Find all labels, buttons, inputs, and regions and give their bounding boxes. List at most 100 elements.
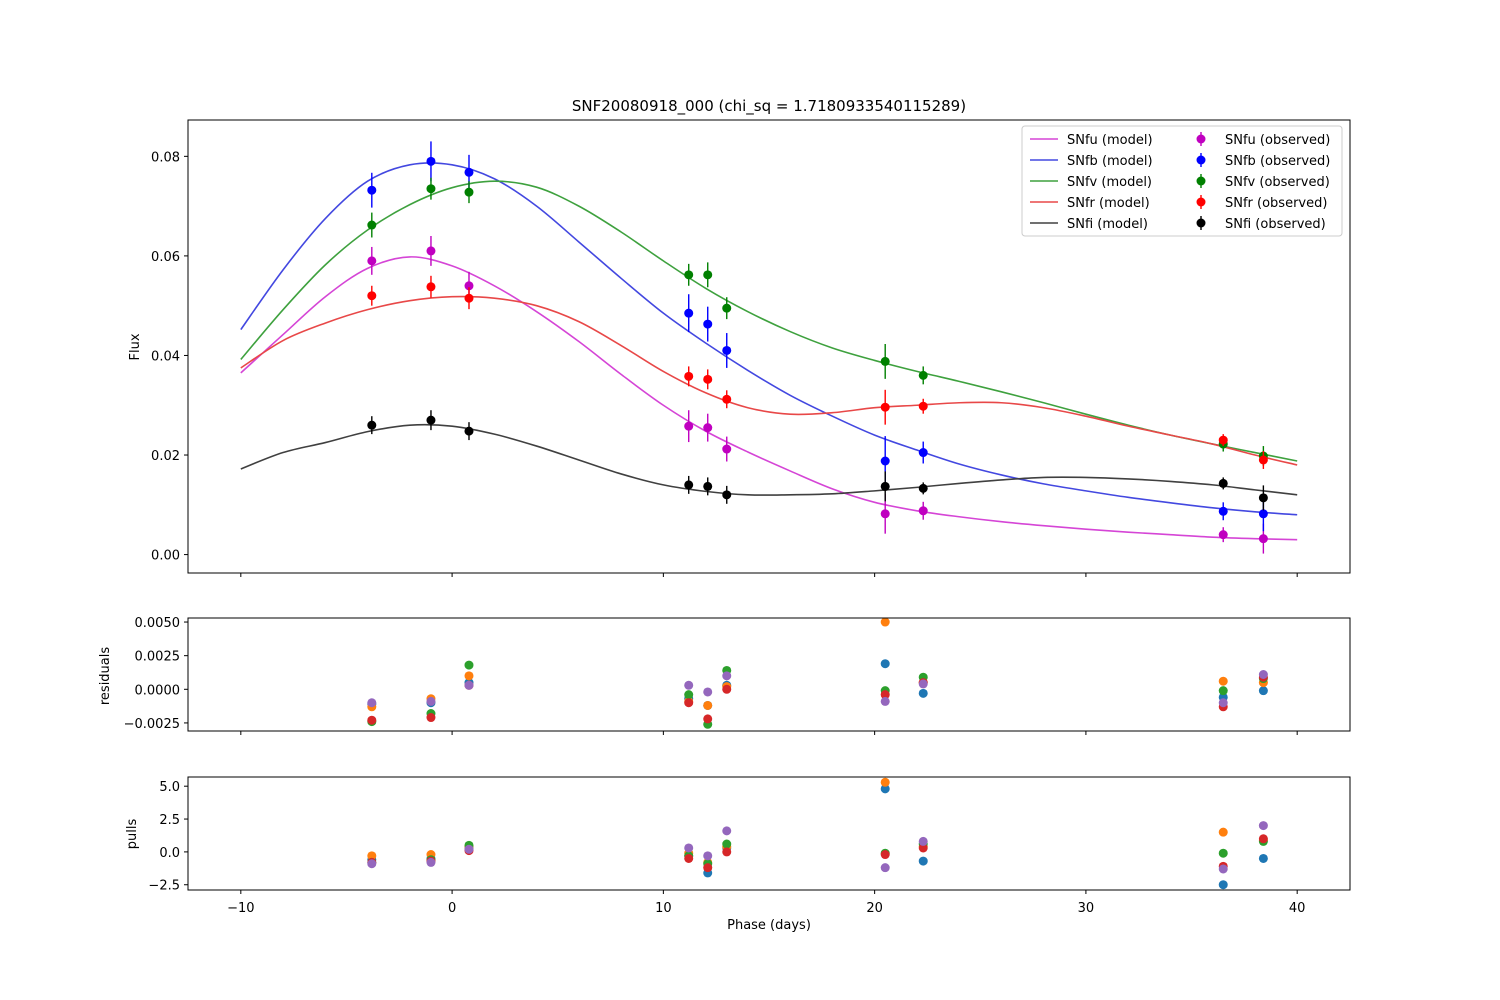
observed-point-snfu: [367, 256, 377, 266]
residuals-point-snfi: [722, 684, 732, 694]
residuals-point-snfu: [684, 680, 694, 690]
residuals-point-snfu: [918, 679, 928, 689]
residuals-ytick-label: 0.0025: [135, 650, 181, 665]
legend-model-label: SNfi (model): [1067, 217, 1148, 232]
residuals-point-snfi: [426, 713, 436, 723]
observed-point-snfu: [722, 444, 732, 454]
observed-point-snfr: [1218, 435, 1228, 445]
residuals-point-snfb: [1258, 686, 1268, 696]
model-curve-snfr: [240, 295, 1298, 466]
pulls-point-snfi: [722, 847, 732, 857]
model-curve-snfu: [240, 256, 1298, 541]
pulls-xtick-label: 30: [1078, 901, 1095, 916]
observed-point-snfu: [426, 246, 436, 256]
pulls-point-snfu: [918, 836, 928, 846]
residuals-point-snfb: [880, 659, 890, 669]
residuals-point-snfu: [426, 696, 436, 706]
pulls-point-snfi: [684, 853, 694, 863]
flux-ytick-label: 0.00: [151, 549, 180, 564]
observed-point-snfu: [918, 506, 928, 516]
residuals-point-snfv: [684, 690, 694, 700]
flux-ytick-label: 0.08: [151, 150, 180, 165]
model-curve-snfv: [240, 180, 1298, 462]
pulls-point-snfr: [1218, 827, 1228, 837]
observed-point-snfi: [722, 490, 732, 500]
observed-point-snfv: [703, 270, 713, 280]
residuals-point-snfi: [880, 690, 890, 700]
legend-box: [1021, 125, 1343, 237]
legend-model-label: SNfr (model): [1067, 196, 1150, 211]
observed-point-snfb: [426, 156, 436, 166]
legend-observed-marker: [1196, 197, 1206, 207]
observed-point-snfv: [464, 187, 474, 197]
pulls-point-snfu: [1258, 821, 1268, 831]
pulls-point-snfi: [1258, 834, 1268, 844]
pulls-xtick-label: 20: [866, 901, 883, 916]
observed-point-snfr: [464, 293, 474, 303]
observed-point-snfi: [426, 415, 436, 425]
legend-observed-marker: [1196, 218, 1206, 228]
pulls-point-snfr: [880, 777, 890, 787]
pulls-xtick-label: 40: [1289, 901, 1306, 916]
observed-point-snfi: [367, 420, 377, 430]
observed-point-snfi: [464, 426, 474, 436]
model-curve-snfb: [240, 162, 1298, 516]
residuals-point-snfb: [918, 688, 928, 698]
observed-point-snfi: [1258, 493, 1268, 503]
pull-points: [367, 777, 1268, 890]
residuals-point-snfu: [367, 698, 377, 708]
observed-point-snfi: [703, 481, 713, 491]
pulls-point-snfu: [464, 844, 474, 854]
pulls-point-snfi: [880, 850, 890, 860]
pulls-point-snfu: [880, 863, 890, 873]
legend-observed-label: SNfv (observed): [1225, 175, 1330, 190]
flux-ytick-label: 0.06: [151, 250, 180, 265]
pulls-point-snfu: [367, 859, 377, 869]
observed-point-snfr: [918, 401, 928, 411]
residuals-axes-frame: [187, 617, 1351, 732]
flux-axes-frame: [187, 119, 1351, 574]
legend-observed-label: SNfb (observed): [1225, 154, 1330, 169]
observed-point-snfr: [1258, 455, 1268, 465]
legend-model-label: SNfu (model): [1067, 133, 1153, 148]
legend-observed-marker: [1196, 134, 1206, 144]
pulls-point-snfb: [1258, 853, 1268, 863]
pulls-ytick-label: 0.0: [159, 846, 180, 861]
observed-point-snfv: [367, 220, 377, 230]
legend: SNfu (model) SNfu (observed) SNfb (model) S…: [1021, 125, 1343, 237]
chart-title: SNF20080918_000 (chi_sq = 1.718093354011…: [572, 97, 966, 116]
observed-point-snfi: [1218, 478, 1228, 488]
observed-point-snfr: [684, 371, 694, 381]
pulls-ticks: −10 0 10 20 30 40 −2.5 0.0 2.5 5.0: [148, 780, 1305, 916]
legend-observed-marker: [1196, 176, 1206, 186]
observed-point-snfu: [1258, 534, 1268, 544]
observed-point-snfr: [426, 282, 436, 292]
observed-point-snfv: [880, 356, 890, 366]
pulls-point-snfb: [880, 784, 890, 794]
pulls-point-snfr: [367, 851, 377, 861]
observed-point-snfi: [880, 481, 890, 491]
residuals-ytick-label: 0.0050: [135, 616, 181, 631]
observed-point-snfb: [1218, 506, 1228, 516]
residuals-point-snfv: [464, 660, 474, 670]
pulls-xtick-label: 10: [655, 901, 672, 916]
legend-observed-label: SNfr (observed): [1225, 196, 1327, 211]
observed-point-snfr: [367, 291, 377, 301]
residuals-point-snfr: [464, 671, 474, 681]
pulls-point-snfu: [684, 843, 694, 853]
flux-ticks: 0.00 0.02 0.04 0.06 0.08: [151, 150, 1298, 577]
model-curve-snfi: [240, 423, 1298, 496]
observed-point-snfb: [684, 308, 694, 318]
observed-point-snfb: [880, 456, 890, 466]
observed-point-snfb: [918, 448, 928, 458]
pulls-point-snfu: [722, 826, 732, 836]
flux-ytick-label: 0.02: [151, 449, 180, 464]
residuals-point-snfi: [703, 714, 713, 724]
legend-model-label: SNfv (model): [1067, 175, 1152, 190]
legend-observed-label: SNfu (observed): [1225, 133, 1330, 148]
residuals-point-snfu: [1218, 698, 1228, 708]
pulls-point-snfi: [918, 843, 928, 853]
pulls-ytick-label: 5.0: [159, 780, 180, 795]
pulls-axes-frame: [187, 776, 1351, 891]
